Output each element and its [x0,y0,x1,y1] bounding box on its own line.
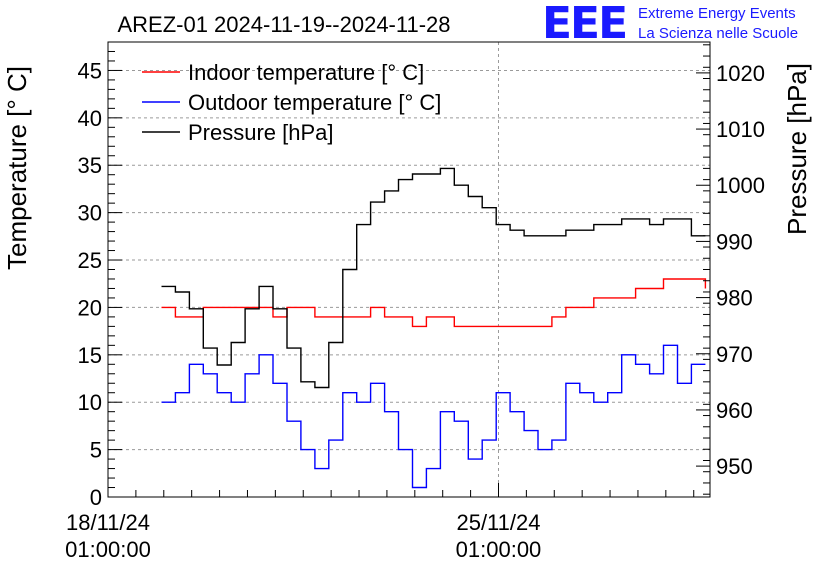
y2-tick-label: 960 [716,398,753,423]
y-tick-label: 20 [78,295,102,320]
legend: Indoor temperature [° C] Outdoor temperat… [142,60,441,145]
y-tick-label: 15 [78,343,102,368]
y2-tick-label: 980 [716,286,753,311]
series-line-3 [161,167,706,389]
x-tick-label-time: 01:00:00 [65,537,151,562]
x-tick-label-date: 25/11/24 [456,510,540,535]
eee-logo: EEE Extreme Energy Events La Scienza nel… [542,2,832,46]
logo-line-2: La Scienza nelle Scuole [638,25,799,42]
y-tick-label: 35 [78,153,102,178]
y-tick-label: 5 [90,438,102,463]
axes: 0 5 10 15 20 25 30 35 40 45 950 960 970 980 990 1000 101… [65,41,765,562]
legend-label: Outdoor temperature [° C] [188,90,441,115]
y-tick-label: 10 [78,390,102,415]
series-line-2 [161,344,706,489]
y2-tick-label: 990 [716,229,753,254]
y2-tick-label: 950 [716,454,753,479]
y2-tick-label: 1020 [716,61,765,86]
series-line-1 [161,278,707,328]
logo-line-1: Extreme Energy Events [638,5,796,22]
y2-tick-label: 1000 [716,173,765,198]
x-tick-label-date: 18/11/24 [66,510,150,535]
y-tick-label: 40 [78,106,102,131]
y-axis-label: Temperature [° C] [2,66,32,270]
y-tick-label: 30 [78,201,102,226]
plot-area [161,167,707,489]
y2-axis-label: Pressure [hPa] [782,63,812,235]
legend-label: Pressure [hPa] [188,120,334,145]
logo-mark: EEE [542,0,628,49]
y2-tick-label: 1010 [716,117,765,142]
legend-label: Indoor temperature [° C] [188,60,424,85]
y2-tick-label: 970 [716,342,753,367]
y-tick-label: 45 [78,58,102,83]
y-tick-label: 0 [90,485,102,510]
x-tick-label-time: 01:00:00 [456,537,542,562]
y-tick-label: 25 [78,248,102,273]
chart-title: AREZ-01 2024-11-19--2024-11-28 [117,12,450,37]
